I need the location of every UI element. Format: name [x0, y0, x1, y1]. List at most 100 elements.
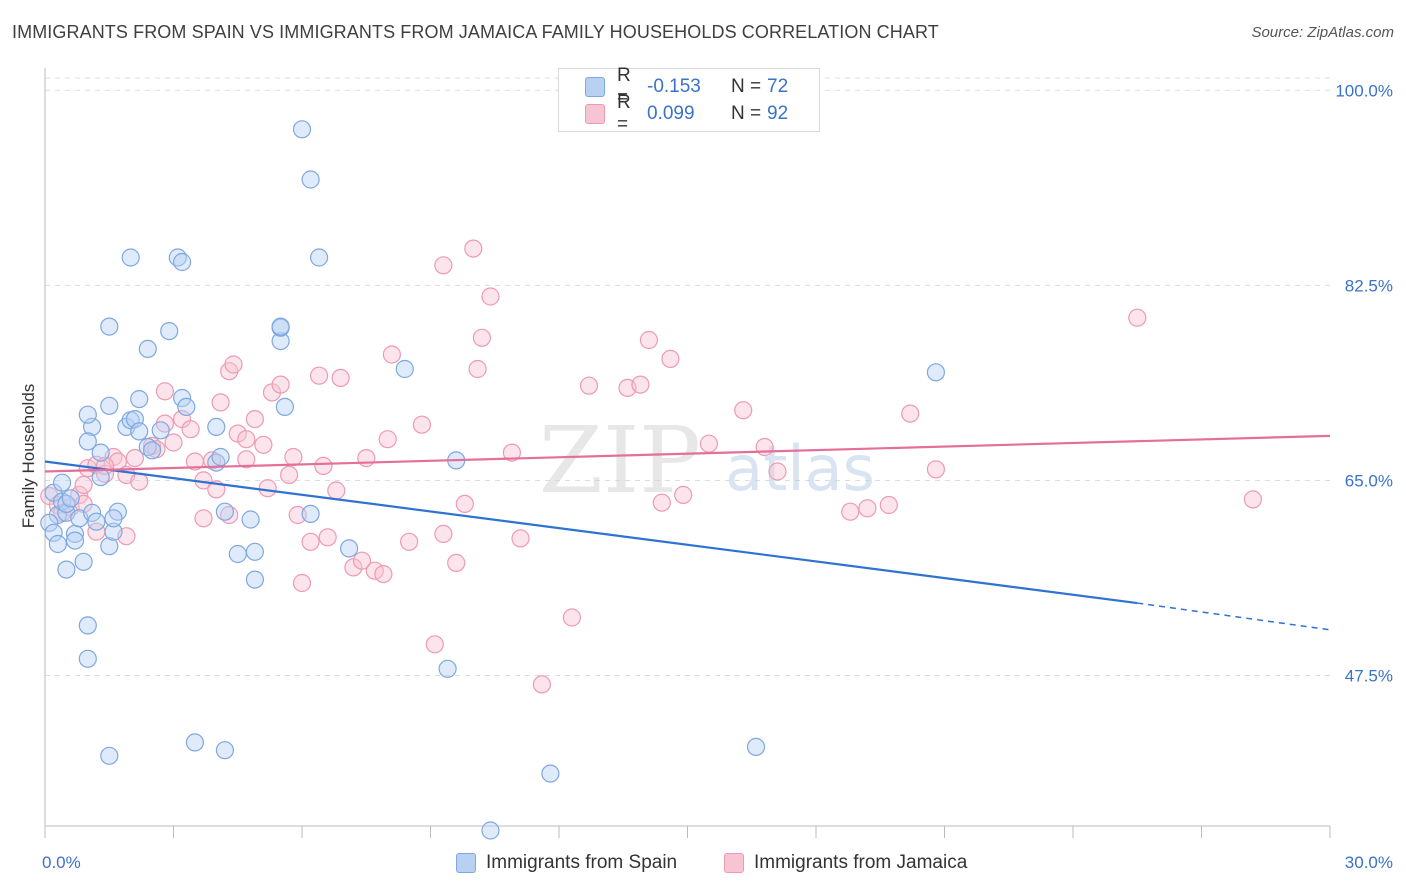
spain-point [104, 509, 123, 528]
spain-point [746, 737, 766, 757]
legend-row-jamaica: R = 0.099 N = 92 [585, 92, 788, 135]
spain-point [292, 120, 312, 139]
data-points [40, 120, 1263, 840]
spain-point [207, 417, 226, 436]
y-tick-label: 65.0% [1345, 471, 1393, 490]
jamaica-point [858, 499, 877, 518]
jamaica-point [245, 410, 264, 429]
spain-point [104, 522, 123, 541]
spain-point [245, 542, 264, 561]
legend-item-jamaica[interactable]: Immigrants from Jamaica [724, 852, 967, 874]
y-tick-label: 47.5% [1345, 667, 1393, 686]
jamaica-point [768, 462, 787, 481]
jamaica-point [301, 532, 320, 551]
jamaica-point [639, 330, 659, 350]
spain-point [78, 616, 97, 635]
jamaica-point [755, 437, 774, 457]
jamaica-trend-line [44, 434, 1331, 473]
jamaica-point [468, 359, 487, 379]
spain-point [78, 432, 97, 451]
spain-point [151, 421, 170, 440]
n-label: N = [731, 103, 762, 124]
spain-swatch [585, 77, 605, 97]
jamaica-point [237, 450, 256, 469]
trend-lines [44, 434, 1331, 631]
stats-legend: R = -0.153 N = 72 R = 0.099 N = 92 [558, 65, 820, 135]
spain-point [481, 821, 500, 840]
jamaica-point [511, 529, 530, 548]
jamaica-point [901, 404, 920, 423]
spain-point [245, 570, 264, 589]
jamaica-point [734, 401, 753, 420]
jamaica-point [125, 449, 144, 468]
jamaica-point [211, 393, 230, 412]
spain-point [138, 339, 157, 358]
jamaica-point [841, 502, 860, 521]
spain-point [61, 489, 80, 508]
jamaica-r-value: 0.099 [647, 103, 695, 124]
jamaica-point [926, 460, 946, 479]
jamaica-point [472, 328, 491, 347]
spain-point [438, 659, 457, 678]
jamaica-point [181, 420, 200, 439]
spain-point [173, 252, 192, 272]
jamaica-swatch [585, 104, 605, 124]
jamaica-point [579, 376, 599, 395]
spain-point [48, 534, 68, 554]
spain-point [57, 560, 76, 579]
jamaica-point [661, 349, 680, 368]
r-label: R = [617, 65, 631, 108]
jamaica-point [464, 239, 483, 258]
jamaica-legend-swatch [724, 853, 744, 873]
spain-point [211, 447, 230, 467]
legend-item-spain[interactable]: Immigrants from Spain [456, 852, 677, 874]
jamaica-point [481, 287, 500, 306]
jamaica-point [378, 430, 397, 449]
tick-labels: 47.5% 65.0% 82.5% 100.0% 0.0% 30.0% [42, 81, 1393, 872]
x-tick-label-min: 0.0% [42, 853, 81, 872]
jamaica-point [224, 355, 243, 374]
spain-trend-line [44, 460, 1138, 605]
jamaica-point [164, 433, 183, 452]
spain-point [121, 248, 140, 267]
spain-point [541, 764, 560, 783]
jamaica-point [699, 434, 719, 453]
spain-point [301, 504, 320, 524]
jamaica-legend-label: Immigrants from Jamaica [754, 852, 968, 873]
jamaica-point [318, 528, 337, 547]
y-axis-label: Family Households [19, 384, 38, 529]
n-label: N = [731, 76, 762, 97]
jamaica-point [374, 564, 393, 584]
jamaica-point [434, 256, 453, 275]
spain-point [185, 733, 204, 752]
spain-point [395, 359, 414, 379]
jamaica-point [562, 608, 582, 627]
spain-point [65, 531, 85, 550]
jamaica-point [327, 481, 346, 500]
jamaica-point [314, 456, 333, 475]
y-tick-label: 82.5% [1345, 276, 1393, 295]
spain-point [228, 544, 247, 564]
grid-lines [45, 77, 1330, 677]
spain-point [40, 513, 59, 532]
watermark-zip: ZIP [539, 407, 701, 514]
jamaica-point [382, 345, 401, 364]
legend-row-spain: R = -0.153 N = 72 [585, 65, 788, 108]
jamaica-point [532, 675, 552, 694]
jamaica-point [271, 375, 290, 394]
spain-point [271, 317, 290, 336]
spain-r-value: -0.153 [647, 76, 701, 97]
jamaica-point [130, 472, 149, 491]
spain-point [143, 441, 162, 460]
spain-point [82, 503, 102, 522]
jamaica-point [434, 524, 453, 544]
jamaica-point [400, 532, 419, 551]
jamaica-point [74, 475, 93, 494]
x-tick-label-max: 30.0% [1345, 853, 1393, 872]
spain-point [87, 512, 106, 531]
jamaica-point [194, 509, 213, 528]
y-tick-label: 100.0% [1335, 81, 1393, 100]
jamaica-point [288, 505, 307, 525]
jamaica-point [674, 485, 693, 504]
jamaica-point [292, 573, 312, 593]
